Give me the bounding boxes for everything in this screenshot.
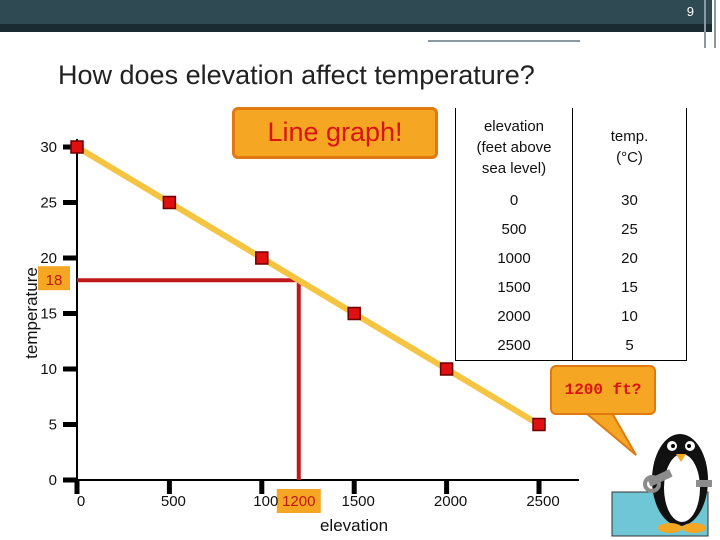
table-header-row: elevation (feet above sea level) temp. (…	[455, 108, 687, 186]
y-axis-label: temperature	[22, 267, 41, 359]
page-number: 9	[686, 4, 694, 19]
table-cell: 500	[455, 215, 573, 244]
data-point	[439, 362, 454, 376]
y-tick-label: 10	[40, 361, 57, 378]
table-row: 1500 15	[455, 273, 687, 302]
x-tick-label: 500	[161, 493, 186, 510]
table-row: 1000 20	[455, 244, 687, 273]
table-cell: 1500	[455, 273, 573, 302]
marker-group	[70, 140, 546, 432]
table-cell: 0	[455, 186, 573, 215]
x-axis-label: elevation	[320, 516, 388, 535]
x-tick-label: 2000	[434, 493, 467, 510]
penguin-mascot-icon	[611, 434, 712, 537]
table-row: 2000 10	[455, 302, 687, 331]
x-tick-label: 100	[253, 493, 278, 510]
data-point	[162, 195, 177, 210]
table-cell: 1000	[455, 244, 573, 273]
table-row: 2500 5	[455, 331, 687, 361]
table-cell: 25	[572, 215, 687, 244]
y-tick-label: 30	[40, 139, 57, 156]
y-tick-label: 25	[40, 195, 57, 212]
y-tick-label: 20	[40, 250, 57, 267]
data-point	[532, 417, 546, 432]
x-tick-label: 2500	[526, 493, 559, 510]
series-line	[75, 144, 541, 428]
slide-title: How does elevation affect temperature?	[58, 60, 535, 90]
data-point	[255, 251, 269, 265]
axis-group	[63, 139, 579, 494]
y-highlight-box	[38, 266, 70, 291]
header-bar	[0, 0, 712, 24]
header-line: (feet above	[476, 138, 552, 156]
y-highlight-label: 18	[46, 272, 63, 289]
question-bubble: 1200 ft?	[550, 365, 656, 415]
header-line: sea level)	[481, 159, 547, 177]
table-header-elevation: elevation (feet above sea level)	[455, 108, 573, 186]
x-tick-label: 1500	[342, 493, 375, 510]
table-row: 0 30	[455, 186, 687, 215]
table-cell: 2000	[455, 302, 573, 331]
data-point	[347, 306, 361, 321]
table-header-temp: temp. (°C)	[572, 108, 687, 186]
table-row: 500 25	[455, 215, 687, 244]
y-tick-label: 5	[49, 417, 57, 434]
y-tick-label: 15	[40, 306, 57, 323]
table-cell: 30	[572, 186, 687, 215]
tick-labels: 0 5 10 15 20 25 30 0 500 100 1500 2000 2500 temperatu…	[22, 139, 560, 535]
y-tick-label: 0	[49, 472, 57, 489]
table-cell: 5	[572, 331, 687, 361]
data-table: elevation (feet above sea level) temp. (…	[455, 108, 687, 361]
table-cell: 15	[572, 273, 687, 302]
data-point	[70, 140, 84, 154]
table-cell: 10	[572, 302, 687, 331]
x-highlight-box	[276, 489, 321, 513]
header-line: elevation	[483, 117, 545, 135]
table-cell: 2500	[455, 331, 573, 361]
decorative-line	[714, 0, 716, 48]
header-line: temp.	[610, 128, 649, 145]
header-line: (°C)	[616, 149, 643, 166]
line-graph-callout: Line graph!	[232, 107, 438, 159]
decorative-line	[428, 40, 580, 42]
header-bar-shadow	[0, 24, 712, 32]
x-tick-label: 0	[77, 493, 85, 510]
table-cell: 20	[572, 244, 687, 273]
x-highlight-label: 1200	[282, 493, 315, 510]
decorative-line	[704, 0, 706, 48]
